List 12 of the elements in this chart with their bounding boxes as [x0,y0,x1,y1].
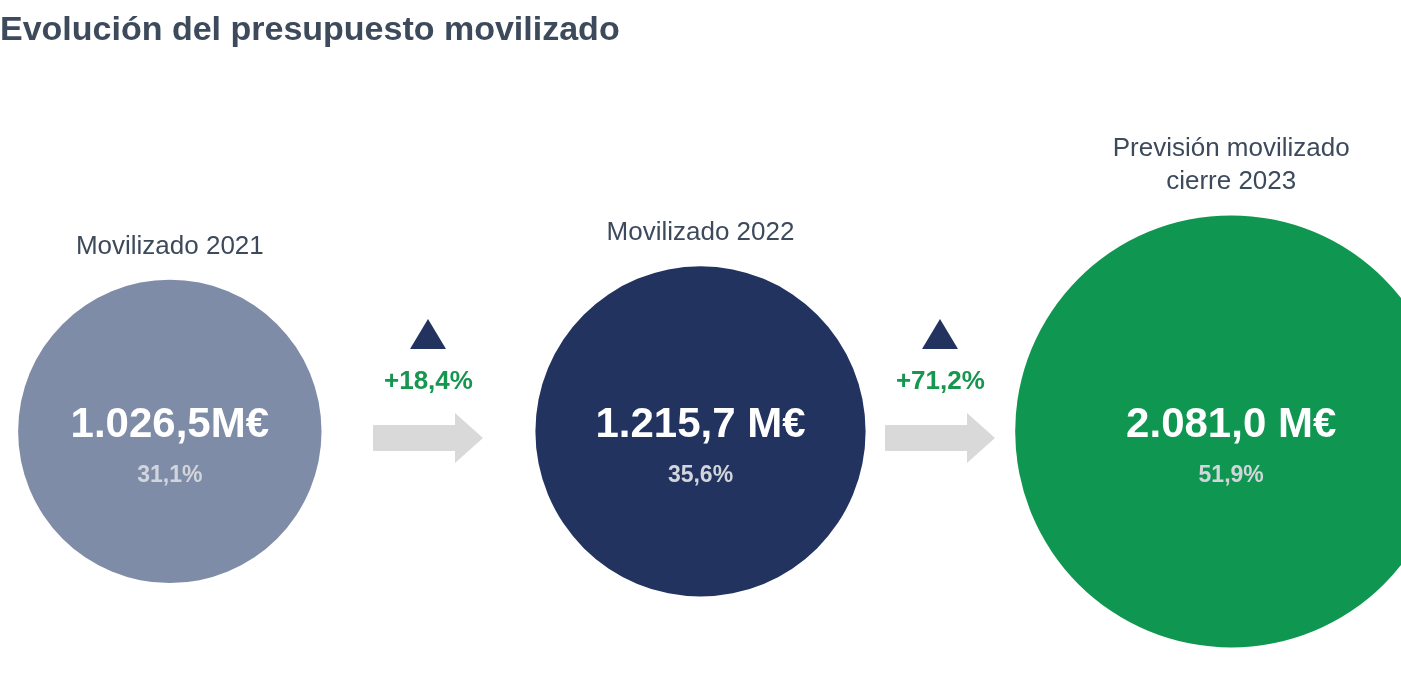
category-label: Previsión movilizado cierre 2023 [1112,132,1350,196]
data-label: 31,1% [137,460,203,487]
text: Evolución del presupuesto movilizado [0,8,620,47]
category-label: Movilizado 2021 [75,229,264,260]
data-label: 1.215,7 M€ [595,398,806,446]
category-label: Movilizado 2022 [606,216,795,247]
data-label: 51,9% [1198,460,1264,487]
data-label: 35,6% [667,460,734,487]
text: +71,2% [895,364,985,395]
text: +18,4% [384,364,473,395]
data-label: 1.026,5M€ [70,398,270,446]
data-label: 2.081,0 M€ [1126,398,1337,446]
